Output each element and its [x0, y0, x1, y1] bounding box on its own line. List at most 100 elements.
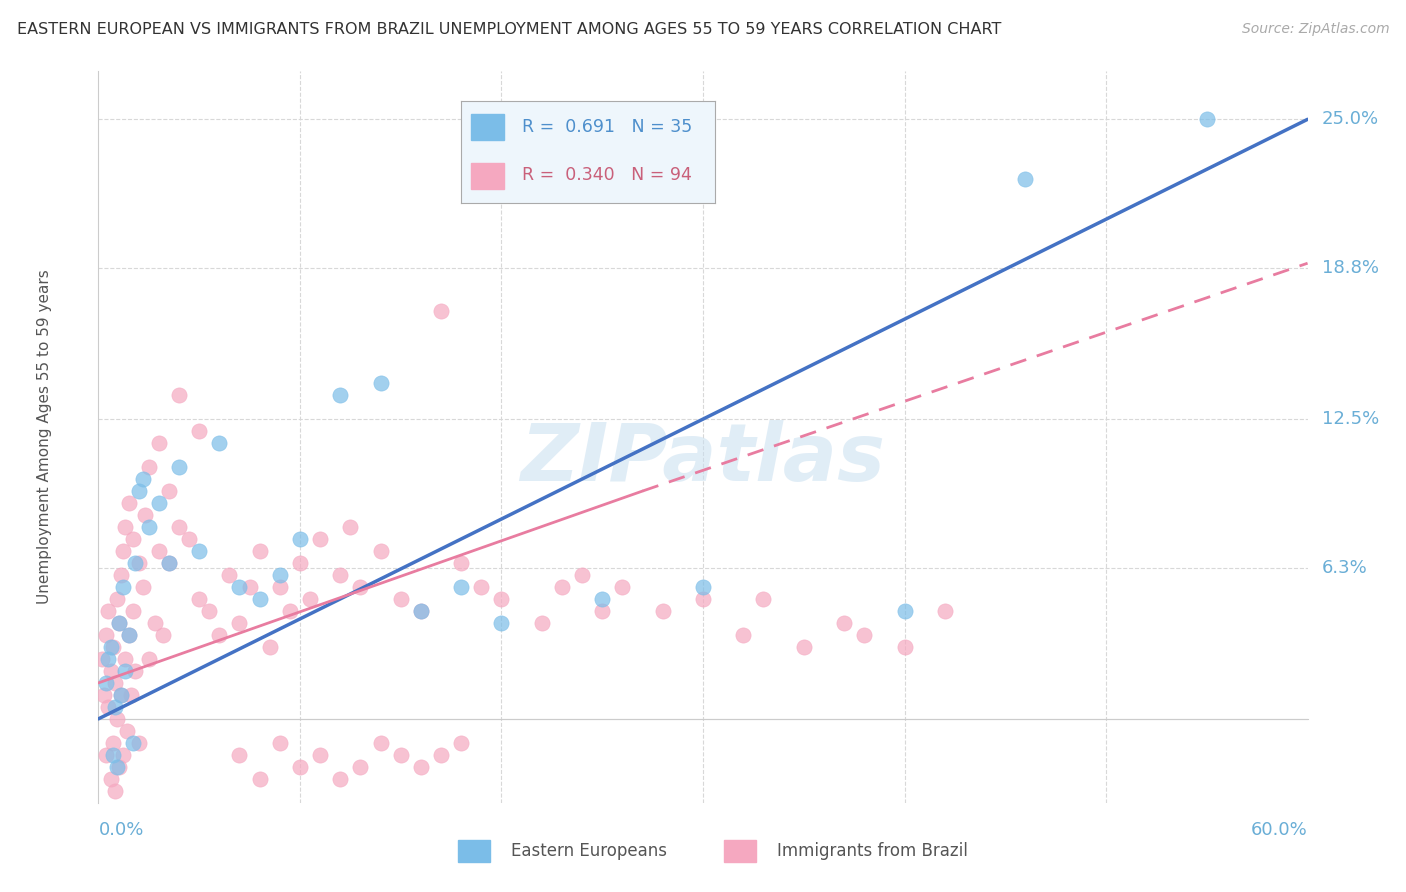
Point — [134, 508, 156, 522]
Point — [208, 628, 231, 642]
Point — [591, 604, 613, 618]
Point — [893, 640, 915, 654]
Point — [349, 580, 371, 594]
Point — [93, 688, 115, 702]
Point — [612, 580, 634, 594]
Point — [115, 723, 138, 738]
Point — [100, 640, 122, 654]
Point — [179, 532, 201, 546]
Text: Unemployment Among Ages 55 to 59 years: Unemployment Among Ages 55 to 59 years — [37, 269, 52, 605]
Point — [409, 604, 432, 618]
Point — [188, 544, 211, 558]
Point — [157, 556, 180, 570]
Point — [269, 736, 291, 750]
Point — [198, 604, 221, 618]
Point — [121, 532, 143, 546]
Point — [132, 580, 155, 594]
Point — [128, 483, 150, 498]
Point — [132, 472, 155, 486]
Point — [101, 640, 124, 654]
Text: 18.8%: 18.8% — [1322, 259, 1379, 277]
Point — [409, 604, 432, 618]
Point — [288, 556, 311, 570]
Point — [128, 556, 150, 570]
Point — [793, 640, 815, 654]
Point — [167, 520, 190, 534]
Point — [114, 652, 136, 666]
Point — [124, 556, 146, 570]
Point — [239, 580, 262, 594]
Point — [651, 604, 673, 618]
Point — [450, 556, 472, 570]
Point — [96, 747, 118, 762]
Point — [111, 747, 134, 762]
Point — [430, 747, 453, 762]
Point — [138, 652, 160, 666]
Point — [409, 760, 432, 774]
Point — [530, 615, 553, 630]
Point — [853, 628, 876, 642]
Point — [107, 615, 129, 630]
Point — [103, 784, 125, 798]
Text: 60.0%: 60.0% — [1251, 821, 1308, 839]
Point — [299, 591, 322, 606]
Point — [269, 568, 291, 582]
Point — [97, 604, 120, 618]
Point — [110, 688, 132, 702]
Point — [249, 544, 271, 558]
Point — [96, 676, 118, 690]
Point — [309, 747, 332, 762]
Point — [167, 388, 190, 402]
Point — [733, 628, 755, 642]
Point — [105, 712, 128, 726]
Point — [1014, 172, 1036, 186]
Point — [114, 520, 136, 534]
Point — [339, 520, 361, 534]
Point — [470, 580, 492, 594]
Point — [692, 591, 714, 606]
Point — [152, 628, 174, 642]
Point — [228, 747, 250, 762]
Point — [389, 591, 412, 606]
Text: ZIPatlas: ZIPatlas — [520, 420, 886, 498]
Point — [128, 736, 150, 750]
Point — [450, 580, 472, 594]
Point — [188, 591, 211, 606]
Point — [101, 747, 124, 762]
Point — [100, 664, 122, 678]
Point — [832, 615, 855, 630]
Text: EASTERN EUROPEAN VS IMMIGRANTS FROM BRAZIL UNEMPLOYMENT AMONG AGES 55 TO 59 YEAR: EASTERN EUROPEAN VS IMMIGRANTS FROM BRAZ… — [17, 22, 1001, 37]
Point — [208, 436, 231, 450]
Point — [551, 580, 574, 594]
Point — [124, 664, 146, 678]
Point — [430, 304, 453, 318]
Point — [389, 747, 412, 762]
Point — [96, 628, 118, 642]
Point — [278, 604, 301, 618]
Point — [228, 615, 250, 630]
Point — [148, 544, 170, 558]
Point — [218, 568, 240, 582]
Point — [329, 568, 352, 582]
Text: Source: ZipAtlas.com: Source: ZipAtlas.com — [1241, 22, 1389, 37]
Point — [269, 580, 291, 594]
Point — [329, 388, 352, 402]
Point — [107, 615, 129, 630]
Point — [110, 688, 132, 702]
Text: 0.0%: 0.0% — [98, 821, 143, 839]
Point — [111, 580, 134, 594]
Point — [103, 676, 125, 690]
Point — [114, 664, 136, 678]
Point — [97, 699, 120, 714]
Point — [138, 520, 160, 534]
Point — [491, 615, 513, 630]
Point — [143, 615, 166, 630]
Point — [120, 688, 142, 702]
Point — [121, 736, 143, 750]
Point — [118, 628, 141, 642]
Point — [370, 544, 392, 558]
Point — [157, 483, 180, 498]
Point — [121, 604, 143, 618]
Point — [118, 628, 141, 642]
Point — [157, 556, 180, 570]
